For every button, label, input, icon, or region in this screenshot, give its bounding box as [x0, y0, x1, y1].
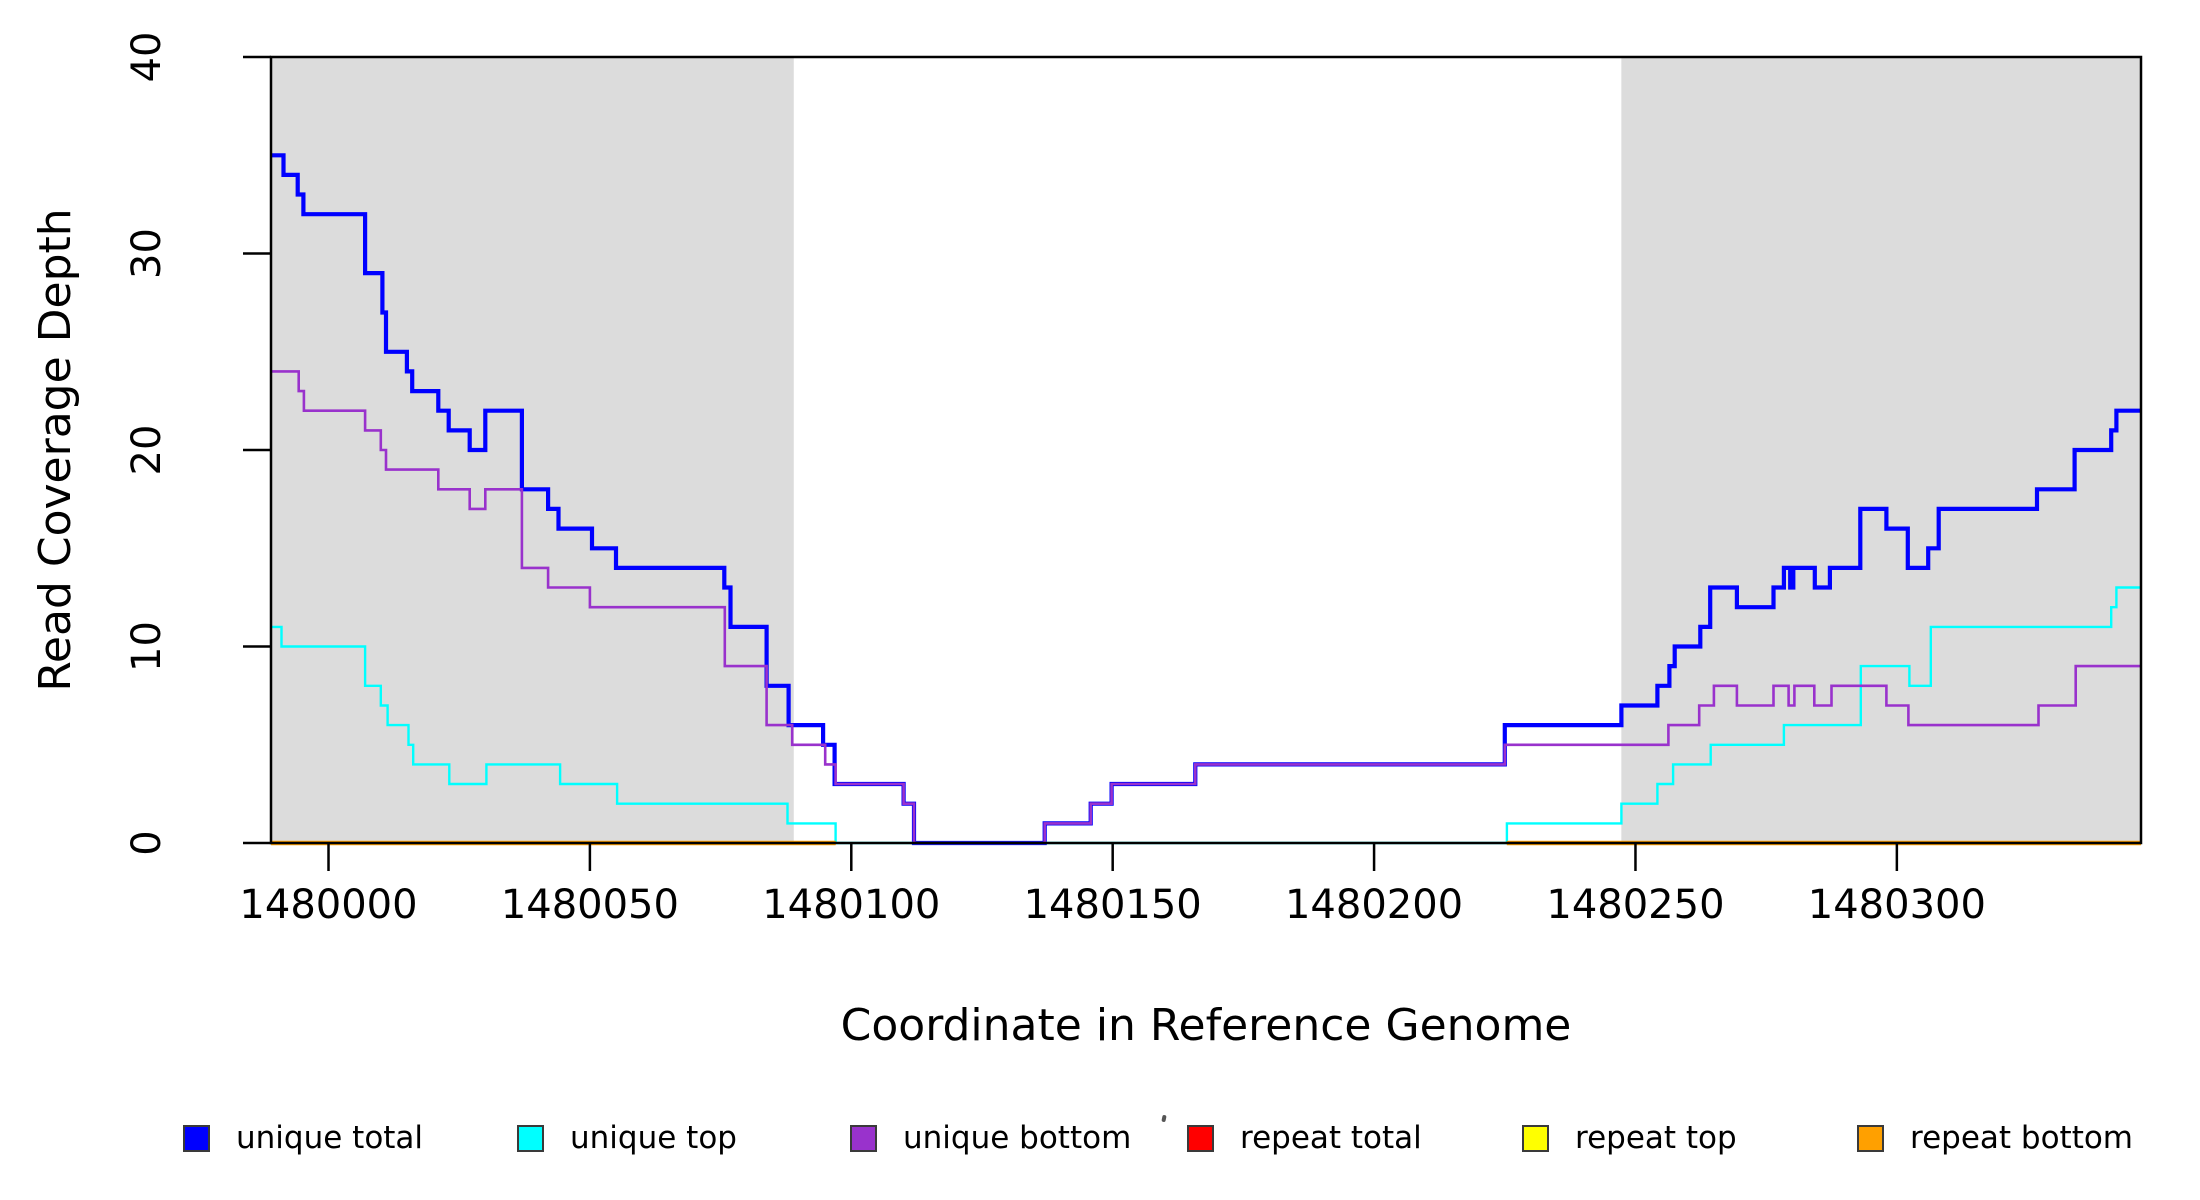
- y-tick-label: 10: [124, 621, 170, 672]
- x-tick-label: 1480000: [239, 882, 417, 928]
- unique-bottom-swatch-icon: [850, 1124, 877, 1152]
- legend-label: unique total: [236, 1120, 424, 1156]
- chart-legend: unique total unique top unique bottom re…: [0, 1118, 2200, 1168]
- y-tick-label: 30: [124, 228, 170, 279]
- unique-top-swatch-icon: [517, 1124, 544, 1152]
- x-axis-title: Coordinate in Reference Genome: [841, 1000, 1572, 1051]
- x-tick-label: 1480150: [1024, 882, 1202, 928]
- x-tick-label: 1480250: [1546, 882, 1724, 928]
- legend-label: unique bottom: [903, 1120, 1132, 1156]
- x-tick-label: 1480100: [762, 882, 940, 928]
- x-tick-label: 1480200: [1285, 882, 1463, 928]
- legend-item-repeat-total: repeat total: [1187, 1118, 1422, 1158]
- repeat-top-swatch-icon: [1522, 1124, 1549, 1152]
- legend-item-repeat-top: repeat top: [1522, 1118, 1737, 1158]
- y-tick-label: 0: [124, 830, 170, 855]
- legend-item-unique-bottom: unique bottom: [850, 1118, 1131, 1158]
- legend-item-repeat-bottom: repeat bottom: [1857, 1118, 2133, 1158]
- x-tick-label: 1480300: [1808, 882, 1986, 928]
- x-tick-label: 1480050: [501, 882, 679, 928]
- legend-label: unique top: [570, 1120, 737, 1156]
- repeat-region-shading: [271, 57, 2141, 843]
- y-axis-title: Read Coverage Depth: [30, 208, 81, 691]
- legend-label: repeat total: [1240, 1120, 1422, 1156]
- legend-item-unique-top: unique top: [517, 1118, 737, 1158]
- y-tick-label: 40: [124, 32, 170, 83]
- repeat-bottom-swatch-icon: [1857, 1124, 1884, 1152]
- legend-label: repeat top: [1575, 1120, 1737, 1156]
- legend-label: repeat bottom: [1910, 1120, 2134, 1156]
- y-tick-label: 20: [124, 425, 170, 476]
- legend-item-unique-total: unique total: [183, 1118, 423, 1158]
- repeat-total-swatch-icon: [1187, 1124, 1214, 1152]
- unique-total-swatch-icon: [183, 1124, 210, 1152]
- axes: 1480000 1480050 1480100 1480150 1480200 14802…: [124, 32, 2143, 928]
